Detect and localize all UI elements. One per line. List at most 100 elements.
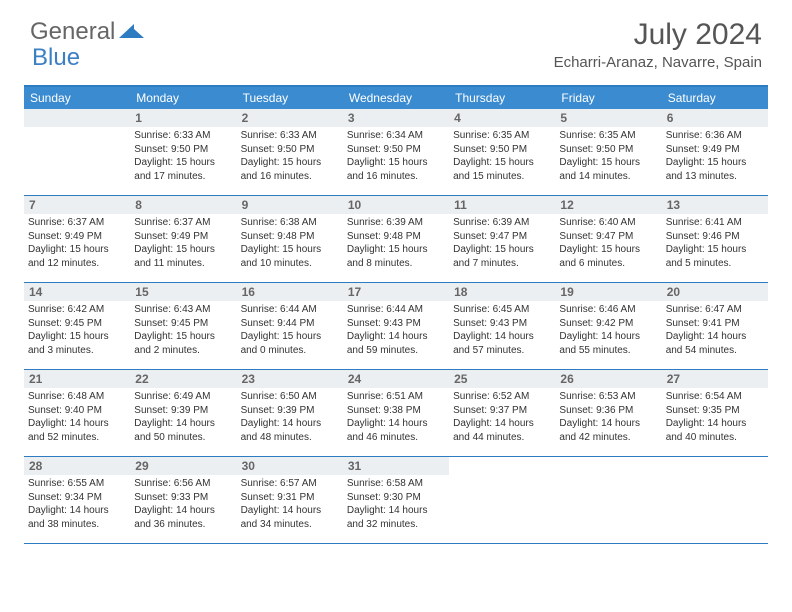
- daylight-line: Daylight: 15 hours and 12 minutes.: [28, 243, 126, 270]
- week-row: 7Sunrise: 6:37 AMSunset: 9:49 PMDaylight…: [24, 196, 768, 283]
- daylight-line: Daylight: 15 hours and 16 minutes.: [347, 156, 445, 183]
- daylight-line: Daylight: 14 hours and 40 minutes.: [666, 417, 764, 444]
- sunset-line: Sunset: 9:48 PM: [347, 230, 445, 244]
- day-number: 31: [343, 457, 449, 475]
- weekday-header: Monday: [130, 87, 236, 109]
- sunrise-line: Sunrise: 6:33 AM: [241, 129, 339, 143]
- week-row: 14Sunrise: 6:42 AMSunset: 9:45 PMDayligh…: [24, 283, 768, 370]
- sunrise-line: Sunrise: 6:45 AM: [453, 303, 551, 317]
- sunset-line: Sunset: 9:40 PM: [28, 404, 126, 418]
- daylight-line: Daylight: 14 hours and 50 minutes.: [134, 417, 232, 444]
- weekday-header: Thursday: [449, 87, 555, 109]
- day-body: Sunrise: 6:57 AMSunset: 9:31 PMDaylight:…: [237, 475, 343, 535]
- daylight-line: Daylight: 15 hours and 10 minutes.: [241, 243, 339, 270]
- day-cell: 23Sunrise: 6:50 AMSunset: 9:39 PMDayligh…: [237, 370, 343, 456]
- day-cell: 1Sunrise: 6:33 AMSunset: 9:50 PMDaylight…: [130, 109, 236, 195]
- day-cell: 15Sunrise: 6:43 AMSunset: 9:45 PMDayligh…: [130, 283, 236, 369]
- day-body: Sunrise: 6:35 AMSunset: 9:50 PMDaylight:…: [449, 127, 555, 187]
- day-cell: 4Sunrise: 6:35 AMSunset: 9:50 PMDaylight…: [449, 109, 555, 195]
- day-cell: 25Sunrise: 6:52 AMSunset: 9:37 PMDayligh…: [449, 370, 555, 456]
- daylight-line: Daylight: 14 hours and 32 minutes.: [347, 504, 445, 531]
- triangle-icon: [119, 20, 145, 40]
- day-body: Sunrise: 6:53 AMSunset: 9:36 PMDaylight:…: [555, 388, 661, 448]
- day-cell: 16Sunrise: 6:44 AMSunset: 9:44 PMDayligh…: [237, 283, 343, 369]
- day-cell: 29Sunrise: 6:56 AMSunset: 9:33 PMDayligh…: [130, 457, 236, 543]
- sunset-line: Sunset: 9:41 PM: [666, 317, 764, 331]
- day-number: 1: [130, 109, 236, 127]
- day-number: 7: [24, 196, 130, 214]
- sunrise-line: Sunrise: 6:44 AM: [241, 303, 339, 317]
- sunset-line: Sunset: 9:50 PM: [347, 143, 445, 157]
- day-cell: 5Sunrise: 6:35 AMSunset: 9:50 PMDaylight…: [555, 109, 661, 195]
- sunset-line: Sunset: 9:50 PM: [241, 143, 339, 157]
- day-cell: 11Sunrise: 6:39 AMSunset: 9:47 PMDayligh…: [449, 196, 555, 282]
- weekday-header: Friday: [555, 87, 661, 109]
- day-body: Sunrise: 6:47 AMSunset: 9:41 PMDaylight:…: [662, 301, 768, 361]
- daylight-line: Daylight: 15 hours and 3 minutes.: [28, 330, 126, 357]
- daylight-line: Daylight: 14 hours and 42 minutes.: [559, 417, 657, 444]
- day-body: Sunrise: 6:33 AMSunset: 9:50 PMDaylight:…: [237, 127, 343, 187]
- day-number: 14: [24, 283, 130, 301]
- daylight-line: Daylight: 14 hours and 52 minutes.: [28, 417, 126, 444]
- day-cell: 27Sunrise: 6:54 AMSunset: 9:35 PMDayligh…: [662, 370, 768, 456]
- day-body: Sunrise: 6:37 AMSunset: 9:49 PMDaylight:…: [130, 214, 236, 274]
- day-number: 19: [555, 283, 661, 301]
- day-number: 2: [237, 109, 343, 127]
- sunset-line: Sunset: 9:49 PM: [134, 230, 232, 244]
- day-number: 24: [343, 370, 449, 388]
- day-body: Sunrise: 6:39 AMSunset: 9:47 PMDaylight:…: [449, 214, 555, 274]
- sunrise-line: Sunrise: 6:39 AM: [347, 216, 445, 230]
- day-body: Sunrise: 6:42 AMSunset: 9:45 PMDaylight:…: [24, 301, 130, 361]
- week-row: 28Sunrise: 6:55 AMSunset: 9:34 PMDayligh…: [24, 457, 768, 544]
- sunrise-line: Sunrise: 6:56 AM: [134, 477, 232, 491]
- sunset-line: Sunset: 9:50 PM: [559, 143, 657, 157]
- sunset-line: Sunset: 9:45 PM: [28, 317, 126, 331]
- header: General July 2024 Echarri-Aranaz, Navarr…: [0, 0, 792, 77]
- day-cell: [449, 457, 555, 543]
- day-cell: 10Sunrise: 6:39 AMSunset: 9:48 PMDayligh…: [343, 196, 449, 282]
- sunset-line: Sunset: 9:49 PM: [666, 143, 764, 157]
- daylight-line: Daylight: 15 hours and 15 minutes.: [453, 156, 551, 183]
- sunset-line: Sunset: 9:43 PM: [347, 317, 445, 331]
- day-body: Sunrise: 6:34 AMSunset: 9:50 PMDaylight:…: [343, 127, 449, 187]
- day-body: Sunrise: 6:48 AMSunset: 9:40 PMDaylight:…: [24, 388, 130, 448]
- day-body: Sunrise: 6:40 AMSunset: 9:47 PMDaylight:…: [555, 214, 661, 274]
- sunset-line: Sunset: 9:37 PM: [453, 404, 551, 418]
- daylight-line: Daylight: 14 hours and 48 minutes.: [241, 417, 339, 444]
- day-number: 16: [237, 283, 343, 301]
- day-body: Sunrise: 6:58 AMSunset: 9:30 PMDaylight:…: [343, 475, 449, 535]
- sunrise-line: Sunrise: 6:39 AM: [453, 216, 551, 230]
- day-cell: 17Sunrise: 6:44 AMSunset: 9:43 PMDayligh…: [343, 283, 449, 369]
- weekday-header: Tuesday: [237, 87, 343, 109]
- sunrise-line: Sunrise: 6:35 AM: [559, 129, 657, 143]
- day-number: 6: [662, 109, 768, 127]
- sunrise-line: Sunrise: 6:49 AM: [134, 390, 232, 404]
- day-cell: 19Sunrise: 6:46 AMSunset: 9:42 PMDayligh…: [555, 283, 661, 369]
- sunset-line: Sunset: 9:39 PM: [134, 404, 232, 418]
- day-cell: 7Sunrise: 6:37 AMSunset: 9:49 PMDaylight…: [24, 196, 130, 282]
- sunrise-line: Sunrise: 6:43 AM: [134, 303, 232, 317]
- sunrise-line: Sunrise: 6:34 AM: [347, 129, 445, 143]
- sunrise-line: Sunrise: 6:51 AM: [347, 390, 445, 404]
- day-number: 21: [24, 370, 130, 388]
- sunrise-line: Sunrise: 6:37 AM: [134, 216, 232, 230]
- day-cell: 31Sunrise: 6:58 AMSunset: 9:30 PMDayligh…: [343, 457, 449, 543]
- day-number: 10: [343, 196, 449, 214]
- sunrise-line: Sunrise: 6:53 AM: [559, 390, 657, 404]
- daylight-line: Daylight: 15 hours and 7 minutes.: [453, 243, 551, 270]
- sunset-line: Sunset: 9:49 PM: [28, 230, 126, 244]
- day-number: 26: [555, 370, 661, 388]
- day-cell: 6Sunrise: 6:36 AMSunset: 9:49 PMDaylight…: [662, 109, 768, 195]
- sunrise-line: Sunrise: 6:41 AM: [666, 216, 764, 230]
- day-cell: [662, 457, 768, 543]
- day-number: 4: [449, 109, 555, 127]
- day-body: Sunrise: 6:41 AMSunset: 9:46 PMDaylight:…: [662, 214, 768, 274]
- sunrise-line: Sunrise: 6:36 AM: [666, 129, 764, 143]
- sunset-line: Sunset: 9:39 PM: [241, 404, 339, 418]
- daylight-line: Daylight: 15 hours and 5 minutes.: [666, 243, 764, 270]
- daylight-line: Daylight: 15 hours and 11 minutes.: [134, 243, 232, 270]
- day-cell: 8Sunrise: 6:37 AMSunset: 9:49 PMDaylight…: [130, 196, 236, 282]
- day-body: Sunrise: 6:38 AMSunset: 9:48 PMDaylight:…: [237, 214, 343, 274]
- day-body: Sunrise: 6:35 AMSunset: 9:50 PMDaylight:…: [555, 127, 661, 187]
- day-cell: 28Sunrise: 6:55 AMSunset: 9:34 PMDayligh…: [24, 457, 130, 543]
